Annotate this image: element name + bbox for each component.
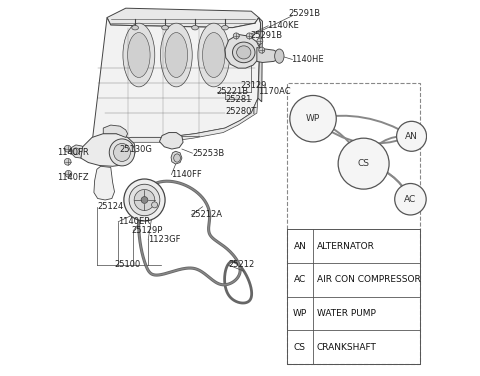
Polygon shape (103, 125, 128, 137)
Text: 25124: 25124 (97, 202, 123, 211)
Circle shape (290, 96, 336, 142)
Text: 25212A: 25212A (191, 211, 223, 220)
Ellipse shape (275, 49, 284, 63)
FancyBboxPatch shape (287, 83, 420, 364)
Text: 1140FZ: 1140FZ (57, 173, 89, 182)
Text: 25130G: 25130G (120, 145, 152, 154)
Ellipse shape (152, 202, 157, 208)
Text: 25253B: 25253B (192, 149, 225, 158)
Text: CS: CS (294, 343, 306, 352)
Ellipse shape (72, 148, 79, 155)
Polygon shape (72, 145, 83, 158)
Polygon shape (92, 18, 261, 143)
Ellipse shape (203, 33, 225, 77)
Text: 1140ER: 1140ER (118, 217, 150, 226)
Text: 25129P: 25129P (132, 226, 163, 235)
Ellipse shape (257, 38, 263, 44)
Circle shape (338, 138, 389, 189)
Ellipse shape (114, 143, 131, 161)
Text: 1170AC: 1170AC (258, 87, 291, 96)
Text: WP: WP (306, 114, 320, 123)
Ellipse shape (109, 139, 135, 166)
Ellipse shape (65, 170, 72, 177)
Polygon shape (257, 47, 279, 62)
Polygon shape (171, 151, 182, 164)
Ellipse shape (141, 197, 148, 203)
Text: 1140KE: 1140KE (267, 21, 299, 30)
Ellipse shape (198, 23, 230, 87)
Text: AN: AN (293, 241, 306, 250)
Text: 25100: 25100 (115, 260, 141, 269)
Text: WP: WP (293, 309, 307, 318)
Ellipse shape (165, 33, 188, 77)
Text: CRANKSHAFT: CRANKSHAFT (317, 343, 377, 352)
Text: 1140HE: 1140HE (291, 55, 324, 64)
Ellipse shape (64, 158, 71, 165)
Ellipse shape (132, 26, 139, 30)
Text: 25281: 25281 (226, 95, 252, 104)
Polygon shape (159, 133, 183, 149)
Text: AC: AC (294, 275, 306, 284)
Ellipse shape (134, 190, 155, 211)
Text: 1140FF: 1140FF (171, 170, 202, 179)
Polygon shape (94, 166, 115, 200)
Text: WATER PUMP: WATER PUMP (317, 309, 376, 318)
Text: 25291B: 25291B (288, 9, 321, 18)
Text: 1140FR: 1140FR (57, 148, 89, 157)
Polygon shape (107, 8, 259, 28)
Polygon shape (92, 98, 258, 147)
Ellipse shape (232, 42, 255, 63)
Text: 23129: 23129 (240, 81, 267, 90)
Polygon shape (225, 35, 261, 68)
Ellipse shape (174, 154, 180, 162)
Text: 25280T: 25280T (226, 107, 257, 116)
Ellipse shape (237, 46, 251, 59)
Text: 25212: 25212 (228, 260, 254, 269)
Ellipse shape (124, 179, 165, 221)
Text: 25291B: 25291B (250, 31, 282, 39)
Text: 1123GF: 1123GF (148, 235, 181, 244)
Ellipse shape (259, 47, 265, 53)
Ellipse shape (64, 145, 71, 152)
Ellipse shape (123, 23, 155, 87)
Text: 25221B: 25221B (217, 87, 249, 96)
Polygon shape (258, 18, 263, 102)
Ellipse shape (222, 26, 228, 30)
Text: ALTERNATOR: ALTERNATOR (317, 241, 375, 250)
Text: CS: CS (358, 159, 370, 168)
Text: AN: AN (405, 132, 418, 141)
Ellipse shape (246, 33, 252, 39)
Ellipse shape (129, 184, 160, 216)
Circle shape (396, 121, 427, 151)
Ellipse shape (192, 26, 198, 30)
Text: AC: AC (404, 195, 417, 204)
Polygon shape (81, 134, 135, 166)
Circle shape (395, 183, 426, 215)
Ellipse shape (160, 23, 192, 87)
Ellipse shape (233, 33, 239, 39)
Ellipse shape (162, 26, 168, 30)
Text: AIR CON COMPRESSOR: AIR CON COMPRESSOR (317, 275, 420, 284)
Ellipse shape (128, 33, 150, 77)
